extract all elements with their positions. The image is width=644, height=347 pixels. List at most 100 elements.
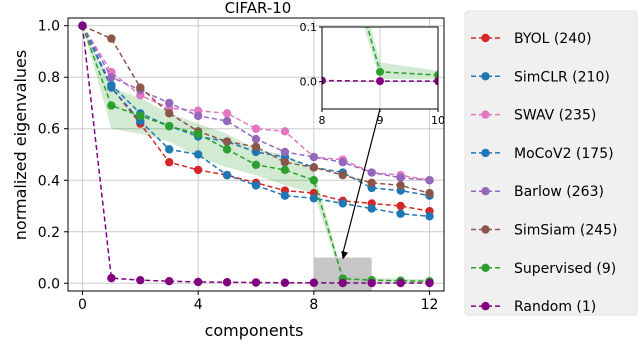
legend-label: SWAV (235) bbox=[514, 108, 596, 124]
data-point bbox=[280, 191, 290, 200]
data-point bbox=[367, 204, 376, 213]
data-point bbox=[280, 158, 290, 167]
legend-box bbox=[464, 10, 638, 316]
data-point bbox=[193, 129, 203, 139]
legend-label: Barlow (263) bbox=[514, 184, 604, 200]
inset-data-point bbox=[434, 71, 438, 80]
data-point bbox=[280, 165, 290, 175]
series-layer bbox=[78, 21, 434, 288]
y-tick-label: 0.8 bbox=[38, 70, 60, 86]
inset-data-point bbox=[260, 77, 268, 85]
y-tick-label: 0.4 bbox=[38, 173, 60, 189]
legend-swatch-marker bbox=[481, 225, 490, 234]
data-point bbox=[367, 278, 376, 288]
data-point bbox=[425, 278, 434, 288]
legend-swatch-marker bbox=[481, 301, 490, 311]
y-tick-label: 0.0 bbox=[38, 276, 60, 292]
data-point bbox=[280, 147, 290, 157]
data-point bbox=[251, 124, 261, 133]
legend-swatch-marker bbox=[481, 33, 490, 43]
legend-item-6: Supervised (9) bbox=[471, 261, 616, 277]
data-point bbox=[425, 176, 434, 185]
legend-item-3: MoCoV2 (175) bbox=[471, 146, 614, 162]
data-point bbox=[309, 176, 319, 185]
data-point bbox=[222, 109, 232, 118]
inset-data-point bbox=[322, 76, 326, 85]
x-axis-label: components bbox=[205, 321, 304, 340]
y-tick-label: 0.6 bbox=[38, 122, 60, 138]
data-point bbox=[193, 150, 203, 159]
inset-x-tick-label: 10 bbox=[431, 114, 445, 127]
inset-data-point bbox=[144, 75, 152, 83]
legend-item-1: SimCLR (210) bbox=[471, 69, 610, 85]
inset-band-area bbox=[364, 27, 438, 80]
inset-ticks: 8 9 10 0.0 0.1 bbox=[300, 21, 446, 127]
data-point bbox=[251, 278, 261, 287]
data-point bbox=[396, 181, 405, 190]
inset-axes: 8 9 10 0.0 0.1 bbox=[144, 21, 446, 127]
data-point bbox=[107, 101, 116, 110]
data-point bbox=[136, 111, 145, 121]
legend-label: MoCoV2 (175) bbox=[514, 146, 614, 162]
data-point bbox=[309, 163, 319, 172]
data-point bbox=[165, 277, 174, 286]
data-point bbox=[107, 273, 116, 283]
data-point bbox=[396, 209, 405, 218]
data-point bbox=[222, 137, 232, 146]
data-point bbox=[165, 98, 174, 108]
series-7 bbox=[78, 21, 434, 288]
legend-label: Random (1) bbox=[514, 299, 596, 315]
data-point bbox=[78, 21, 87, 30]
legend-item-4: Barlow (263) bbox=[471, 184, 604, 200]
data-point bbox=[193, 277, 203, 287]
x-tick-label: 12 bbox=[421, 297, 439, 313]
y-tick-label: 1.0 bbox=[38, 19, 60, 35]
legend-item-5: SimSiam (245) bbox=[471, 223, 618, 239]
x-tick-label: 8 bbox=[309, 297, 318, 313]
data-point bbox=[251, 160, 261, 170]
legend-item-0: BYOL (240) bbox=[471, 31, 592, 47]
data-point bbox=[425, 188, 434, 198]
main-axes: 0 4 8 12 0.0 0.2 0.4 0.6 0.8 1.0 bbox=[38, 17, 445, 313]
x-tick-label: 4 bbox=[194, 297, 203, 313]
data-point bbox=[107, 80, 116, 90]
legend-swatch-marker bbox=[481, 110, 490, 119]
data-point bbox=[338, 278, 347, 288]
data-point bbox=[251, 142, 261, 151]
legend-label: SimCLR (210) bbox=[514, 69, 610, 85]
data-point bbox=[367, 178, 376, 188]
chart-title: CIFAR-10 bbox=[225, 0, 292, 17]
data-point bbox=[338, 158, 347, 167]
data-point bbox=[193, 165, 203, 175]
data-point bbox=[193, 111, 203, 121]
inset-confidence-band bbox=[364, 27, 438, 80]
data-point bbox=[251, 134, 261, 144]
data-point bbox=[396, 173, 405, 182]
data-point bbox=[165, 121, 174, 131]
legend-label: SimSiam (245) bbox=[514, 223, 618, 239]
inset-series-7 bbox=[144, 75, 438, 86]
inset-y-tick-label: 0.0 bbox=[300, 76, 318, 89]
data-point bbox=[425, 212, 434, 221]
legend: BYOL (240) SimCLR (210) SWAV (235) MoCoV2 (… bbox=[464, 10, 638, 316]
data-point bbox=[251, 181, 261, 190]
legend-swatch-marker bbox=[481, 263, 490, 272]
data-point bbox=[396, 278, 405, 288]
legend-swatch-marker bbox=[481, 187, 490, 196]
x-axis-ticks: 0 4 8 12 bbox=[78, 291, 438, 313]
data-point bbox=[309, 152, 319, 162]
data-point bbox=[309, 278, 319, 287]
zoom-arrow bbox=[342, 108, 381, 254]
data-point bbox=[107, 73, 116, 82]
data-point bbox=[165, 145, 174, 154]
data-point bbox=[338, 170, 347, 180]
data-point bbox=[222, 145, 232, 154]
inset-data-point bbox=[434, 77, 438, 86]
data-point bbox=[165, 158, 174, 167]
data-point bbox=[107, 34, 116, 43]
legend-label: Supervised (9) bbox=[514, 261, 616, 277]
data-point bbox=[136, 83, 145, 92]
inset-data-point bbox=[376, 77, 384, 86]
inset-series-6 bbox=[366, 27, 438, 80]
